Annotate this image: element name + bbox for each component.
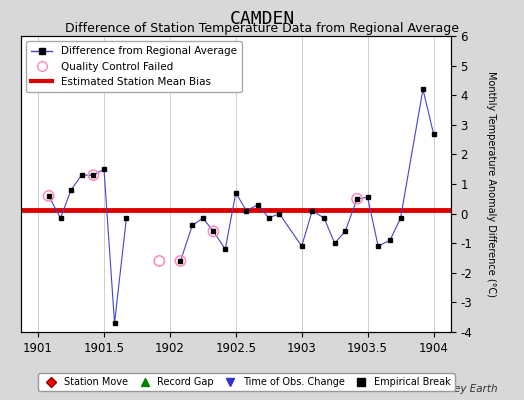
Point xyxy=(353,196,361,202)
Text: Difference of Station Temperature Data from Regional Average: Difference of Station Temperature Data f… xyxy=(65,22,459,35)
Point xyxy=(155,258,163,264)
Point xyxy=(89,172,97,178)
Y-axis label: Monthly Temperature Anomaly Difference (°C): Monthly Temperature Anomaly Difference (… xyxy=(486,71,496,297)
Point xyxy=(209,228,217,234)
Text: CAMDEN: CAMDEN xyxy=(230,10,294,28)
Text: Berkeley Earth: Berkeley Earth xyxy=(421,384,498,394)
Legend: Difference from Regional Average, Quality Control Failed, Estimated Station Mean: Difference from Regional Average, Qualit… xyxy=(26,41,242,92)
Legend: Station Move, Record Gap, Time of Obs. Change, Empirical Break: Station Move, Record Gap, Time of Obs. C… xyxy=(38,373,455,391)
Point xyxy=(176,258,184,264)
Point xyxy=(45,193,53,199)
